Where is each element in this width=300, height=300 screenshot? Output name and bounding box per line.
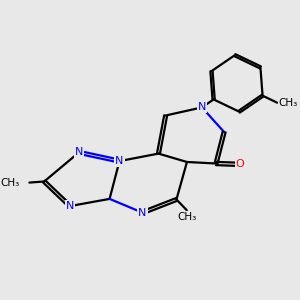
Text: N: N xyxy=(138,208,147,218)
Text: N: N xyxy=(66,201,74,211)
Text: N: N xyxy=(75,147,83,158)
Text: CH₃: CH₃ xyxy=(177,212,197,222)
Text: CH₃: CH₃ xyxy=(278,98,298,108)
Text: N: N xyxy=(115,156,124,166)
Text: N: N xyxy=(198,102,206,112)
Text: O: O xyxy=(236,159,244,170)
Text: CH₃: CH₃ xyxy=(1,178,20,188)
